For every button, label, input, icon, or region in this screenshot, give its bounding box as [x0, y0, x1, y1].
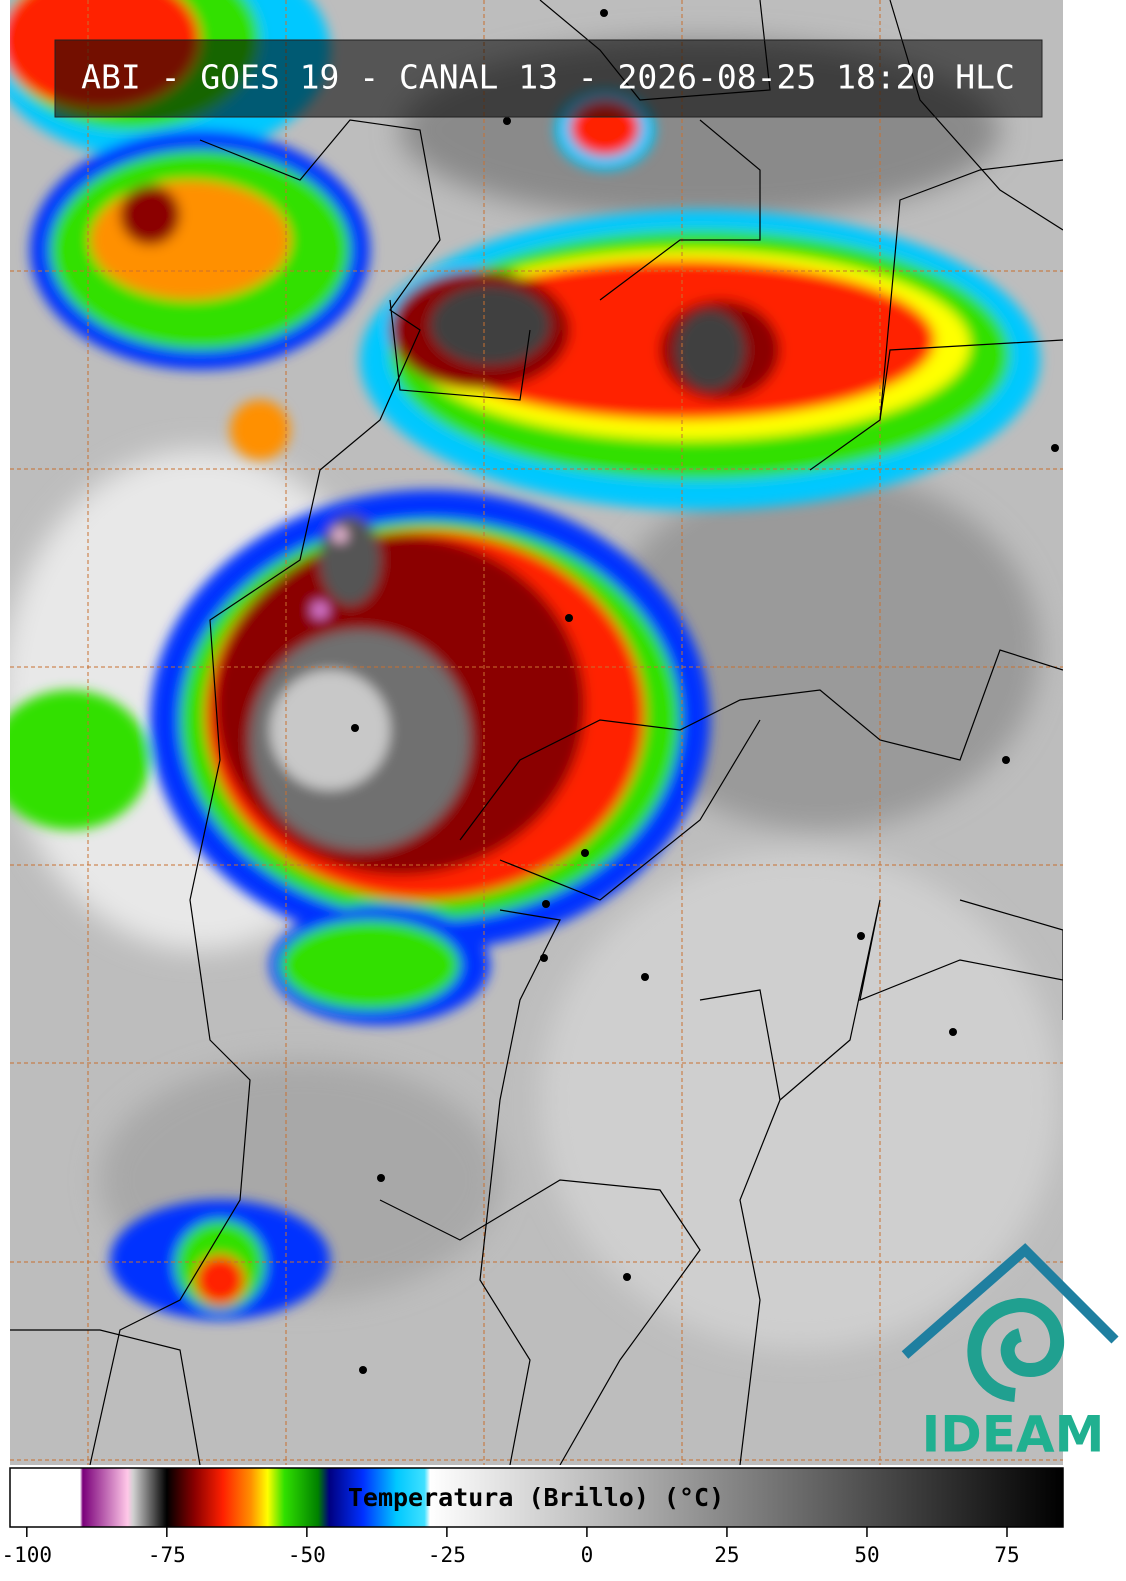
borders [10, 0, 1063, 1465]
tick-label: 50 [854, 1543, 879, 1567]
cities [351, 9, 1059, 1374]
logo: IDEAM [901, 1243, 1119, 1464]
colorbar-label: Temperatura (Brillo) (°C) [348, 1483, 724, 1512]
tick-label: -75 [148, 1543, 186, 1567]
colorbar: Temperatura (Brillo) (°C) -100 -75 -50 -25 0… [2, 1467, 1064, 1567]
tick-label: -100 [2, 1543, 53, 1567]
title-box [54, 39, 1043, 118]
title: ABI - GOES 19 - CANAL 13 - 2026-08-25 18… [81, 58, 1015, 97]
grid [10, 0, 1063, 1465]
colorbar-bar [9, 1467, 1064, 1528]
tick-label: 0 [581, 1543, 594, 1567]
tick-label: -25 [428, 1543, 466, 1567]
tick-label: -50 [288, 1543, 326, 1567]
logo-text: IDEAM [922, 1406, 1105, 1464]
map-image [10, 0, 1063, 1465]
tick-label: 25 [714, 1543, 739, 1567]
tick-label: 75 [994, 1543, 1019, 1567]
